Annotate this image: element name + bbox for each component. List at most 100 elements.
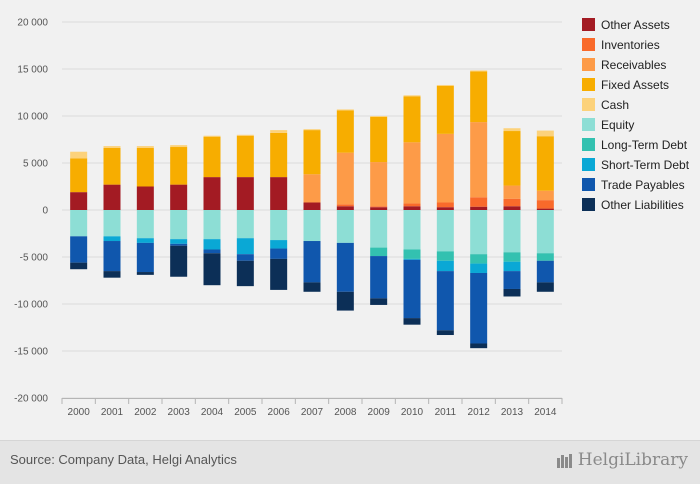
bar-segment — [170, 243, 188, 246]
bar-segment — [503, 271, 521, 289]
bar-segment — [470, 210, 488, 255]
legend-label: Receivables — [601, 58, 666, 72]
chart: 20 000 15 000 10 000 5 000 0 -5 000 -10 000 -15… — [14, 18, 690, 419]
y-tick-label: 10 000 — [17, 112, 48, 123]
source-note: Source: Company Data, Helgi Analytics — [10, 452, 237, 467]
bar-segment — [470, 206, 488, 210]
bar-segment — [503, 206, 521, 210]
y-tick-label: 0 — [42, 206, 48, 217]
bar-segment — [303, 241, 321, 283]
bar-segment — [436, 84, 454, 86]
bar-segment — [370, 247, 388, 257]
bar-segment — [136, 242, 154, 273]
bar-segment — [436, 210, 454, 252]
bar-segment — [536, 190, 554, 201]
x-axis: 2000 2001 2002 2003 2004 2005 2006 2007 2008 2009… — [61, 398, 563, 418]
bar-segment — [503, 198, 521, 207]
bar-segment — [236, 238, 254, 255]
legend-swatch — [582, 18, 595, 31]
bar-segment — [370, 256, 388, 299]
y-tick-label: 5 000 — [23, 159, 48, 170]
bar-segment — [536, 130, 554, 137]
bar-segment — [336, 206, 354, 210]
bar-segment — [403, 318, 421, 325]
legend: Other Assets Inventories Receivables Fixed … — [582, 18, 690, 212]
y-tick-label: 20 000 — [17, 18, 48, 29]
legend-label: Fixed Assets — [601, 78, 669, 92]
x-tick-label: 2001 — [101, 407, 124, 418]
bar-segment — [536, 260, 554, 283]
bar-segment — [403, 249, 421, 259]
bar-segment — [303, 130, 321, 175]
bar-segment — [403, 203, 421, 207]
bar-segment — [403, 96, 421, 143]
bar-segment — [436, 85, 454, 134]
bar-segment — [270, 132, 288, 178]
bar-segment — [470, 263, 488, 273]
bar-segment — [536, 210, 554, 254]
y-tick-label: -15 000 — [14, 347, 48, 358]
x-tick-label: 2010 — [401, 407, 424, 418]
bar-segment — [470, 122, 488, 198]
bar-segment — [436, 202, 454, 208]
bar-segment — [536, 200, 554, 209]
bar-segment — [203, 135, 221, 137]
bar-segment — [270, 258, 288, 290]
bar-segment — [503, 252, 521, 262]
bar-segment — [303, 282, 321, 292]
legend-swatch — [582, 98, 595, 111]
bar-segment — [536, 136, 554, 191]
bar-segment — [303, 129, 321, 131]
bar-segment — [336, 110, 354, 153]
bar-segment — [270, 210, 288, 241]
bar-segment — [70, 236, 88, 263]
bar-segment — [336, 210, 354, 243]
x-tick-label: 2006 — [268, 407, 291, 418]
bar-segment — [536, 282, 554, 292]
bar-segment — [136, 147, 154, 187]
bar-segment — [170, 145, 188, 148]
legend-label: Short-Term Debt — [601, 158, 690, 172]
bar-segment — [436, 260, 454, 272]
x-tick-label: 2012 — [468, 407, 491, 418]
legend-swatch — [582, 178, 595, 191]
bar-segment — [403, 210, 421, 250]
bar-segment — [270, 130, 288, 133]
bar-segment — [236, 134, 254, 136]
legend-swatch — [582, 198, 595, 211]
bar-segment — [470, 343, 488, 349]
x-tick-label: 2011 — [435, 407, 457, 418]
bar-segment — [503, 185, 521, 199]
bar-segment — [70, 210, 88, 237]
bar-segment — [536, 253, 554, 261]
bar-segment — [403, 142, 421, 204]
bar-segment — [470, 197, 488, 207]
bar-segment — [103, 147, 121, 185]
legend-label: Cash — [601, 98, 629, 112]
bar-segment — [436, 207, 454, 210]
bar-segment — [303, 174, 321, 203]
bar-segment — [303, 210, 321, 242]
legend-label: Trade Payables — [601, 178, 685, 192]
bars — [70, 70, 554, 349]
x-tick-label: 2000 — [68, 407, 91, 418]
bar-segment — [170, 245, 188, 277]
bar-segment — [203, 249, 221, 254]
x-tick-label: 2009 — [368, 407, 391, 418]
bar-segment — [136, 210, 154, 239]
bar-segment — [403, 95, 421, 97]
bar-segment — [203, 136, 221, 178]
bar-segment — [236, 177, 254, 210]
legend-label: Long-Term Debt — [601, 138, 688, 152]
legend-swatch — [582, 138, 595, 151]
footer: Source: Company Data, Helgi Analytics He… — [0, 440, 700, 484]
bar-segment — [70, 151, 88, 159]
bar-segment — [203, 253, 221, 286]
bar-segment — [303, 202, 321, 210]
legend-swatch — [582, 78, 595, 91]
bar-segment — [370, 162, 388, 207]
bar-segment — [70, 262, 88, 270]
bar-segment — [136, 238, 154, 243]
bar-segment — [270, 240, 288, 249]
legend-label: Other Assets — [601, 18, 670, 32]
